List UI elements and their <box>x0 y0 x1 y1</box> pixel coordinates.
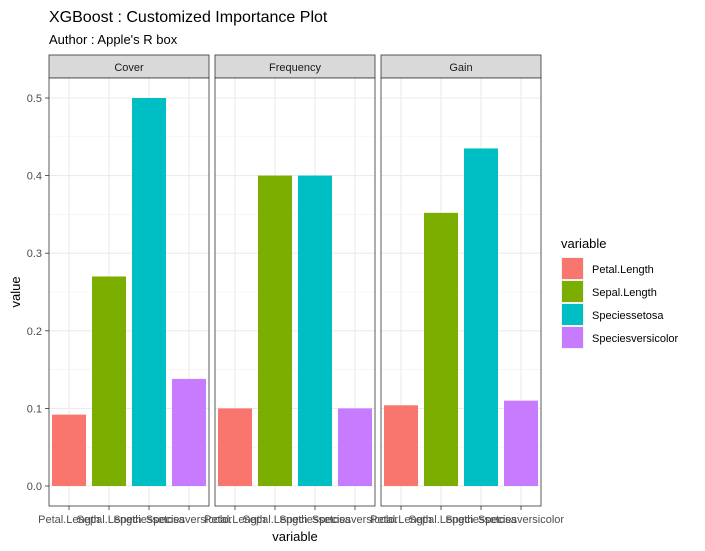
bar-gain-speciesversicolor <box>504 400 538 486</box>
legend-swatch <box>562 327 583 348</box>
legend: variable Petal.Length Sepal.Length Species… <box>561 236 679 349</box>
y-tick-label: 0.4 <box>27 171 42 183</box>
facet-strip-label: Gain <box>449 62 472 74</box>
bar-gain-petal-length <box>384 405 418 486</box>
y-tick-label: 0.3 <box>27 248 42 260</box>
y-tick-label: 0.0 <box>27 481 42 493</box>
bar-frequency-petal-length <box>218 408 252 486</box>
bar-gain-speciessetosa <box>464 148 498 486</box>
legend-label: Speciesversicolor <box>592 333 679 345</box>
x-tick-label: Speciesversicolor <box>478 514 565 526</box>
bar-gain-sepal-length <box>424 212 458 486</box>
x-tick-label: Petal.Length <box>204 514 266 526</box>
facet-frequency: FrequencyPetal.LengthSepal.LengthSpecies… <box>204 54 399 526</box>
x-tick-label: Speciesversicolor <box>146 514 233 526</box>
bar-frequency-speciesversicolor <box>338 408 372 486</box>
legend-items: Petal.Length Sepal.Length Speciessetosa Spe… <box>561 257 679 349</box>
x-tick-label: Petal.Length <box>370 514 432 526</box>
x-tick-label: Speciessetosa <box>113 514 185 526</box>
x-axis-label: variable <box>272 529 318 544</box>
y-axis-label: value <box>8 276 23 307</box>
x-tick-label: Speciessetosa <box>279 514 351 526</box>
facet-panels: CoverPetal.LengthSepal.LengthSpeciesseto… <box>38 54 565 526</box>
facet-gain: Gain Petal.LengthSepal.LengthSpeciessetos… <box>370 54 565 526</box>
y-tick-label: 0.2 <box>27 326 42 338</box>
bar-cover-speciessetosa <box>132 98 166 486</box>
y-tick-label: 0.5 <box>27 93 42 105</box>
bar-frequency-sepal-length <box>258 175 292 486</box>
x-tick-label: Speciesversicolor <box>312 514 399 526</box>
x-tick-label: Sepal.Length <box>77 514 142 526</box>
facet-strip-label: Cover <box>114 62 144 74</box>
legend-swatch <box>562 304 583 325</box>
facet-strip-label: Frequency <box>269 62 321 74</box>
chart-title: XGBoost : Customized Importance Plot <box>49 9 328 26</box>
chart-subtitle: Author : Apple's R box <box>49 32 178 47</box>
legend-label: Speciessetosa <box>592 310 664 322</box>
legend-swatch <box>562 258 583 279</box>
legend-title: variable <box>561 236 607 251</box>
x-tick-label: Speciessetosa <box>445 514 517 526</box>
legend-swatch <box>562 281 583 302</box>
y-axis: 0.0 0.1 0.2 0.3 0.4 0.5 <box>27 93 49 493</box>
y-tick-label: 0.1 <box>27 403 42 415</box>
panel-border <box>380 77 542 507</box>
legend-label: Sepal.Length <box>592 287 657 299</box>
bar-frequency-speciessetosa <box>298 175 332 486</box>
legend-label: Petal.Length <box>592 264 654 276</box>
x-tick-label: Petal.Length <box>38 514 100 526</box>
bar-cover-sepal-length <box>92 276 126 486</box>
bar-cover-petal-length <box>52 414 86 486</box>
panel-border <box>48 77 210 507</box>
facet-cover: Cover Petal.LengthSepal.LengthSpeciesseto… <box>38 54 233 526</box>
bar-cover-speciesversicolor <box>172 378 206 486</box>
x-tick-label: Sepal.Length <box>409 514 474 526</box>
panel-border <box>214 77 376 507</box>
x-tick-label: Sepal.Length <box>243 514 308 526</box>
